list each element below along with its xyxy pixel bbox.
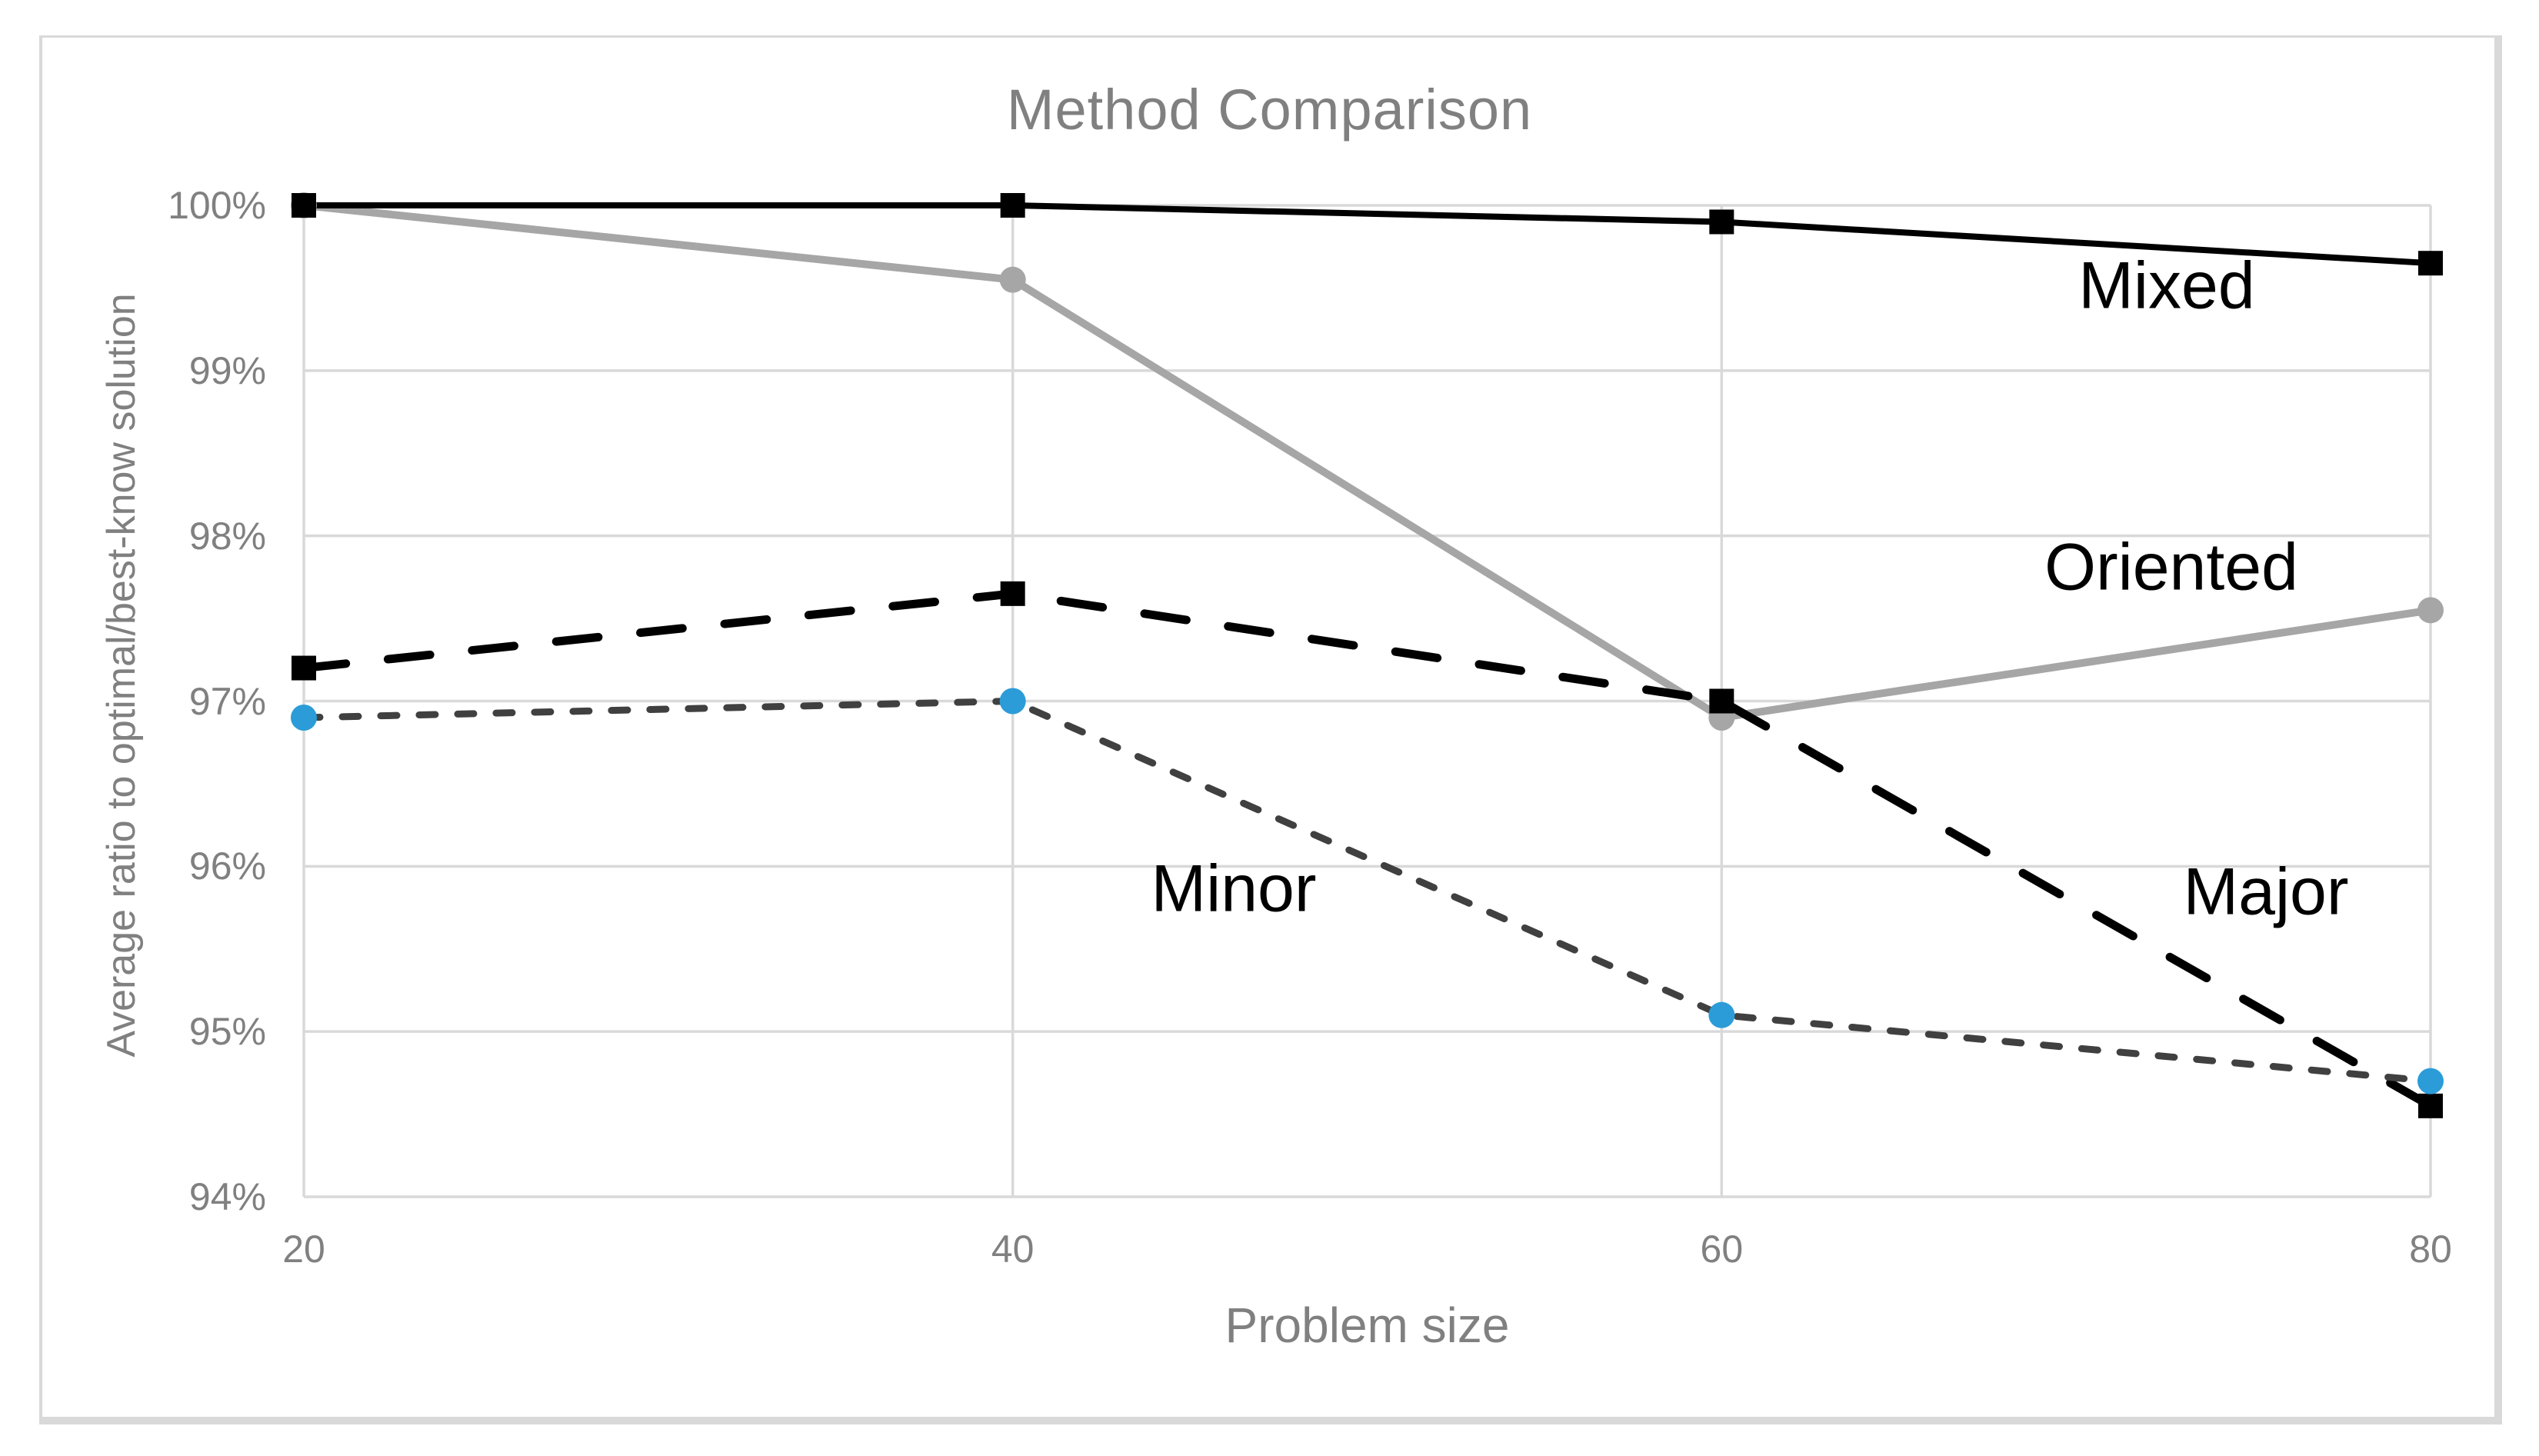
marker-major-40 xyxy=(1000,581,1025,606)
marker-oriented-40 xyxy=(999,266,1026,293)
series-line-major xyxy=(299,589,2435,1111)
series-line-oriented xyxy=(300,202,2434,721)
marker-minor-20 xyxy=(291,704,317,731)
series-line-minor xyxy=(300,698,2434,1085)
marker-minor-40 xyxy=(999,688,1026,715)
marker-mixed-40 xyxy=(1000,193,1025,218)
marker-major-20 xyxy=(292,655,316,681)
marker-major-60 xyxy=(1709,688,1734,714)
marker-major-80 xyxy=(2418,1093,2443,1118)
series-line-mixed xyxy=(301,202,2434,267)
marker-mixed-20 xyxy=(292,193,316,218)
marker-minor-60 xyxy=(1708,1001,1735,1028)
marker-oriented-80 xyxy=(2417,597,2444,624)
marker-mixed-80 xyxy=(2418,251,2443,276)
marker-mixed-60 xyxy=(1709,209,1734,235)
figure-frame xyxy=(39,35,2502,1424)
marker-minor-80 xyxy=(2417,1068,2444,1094)
